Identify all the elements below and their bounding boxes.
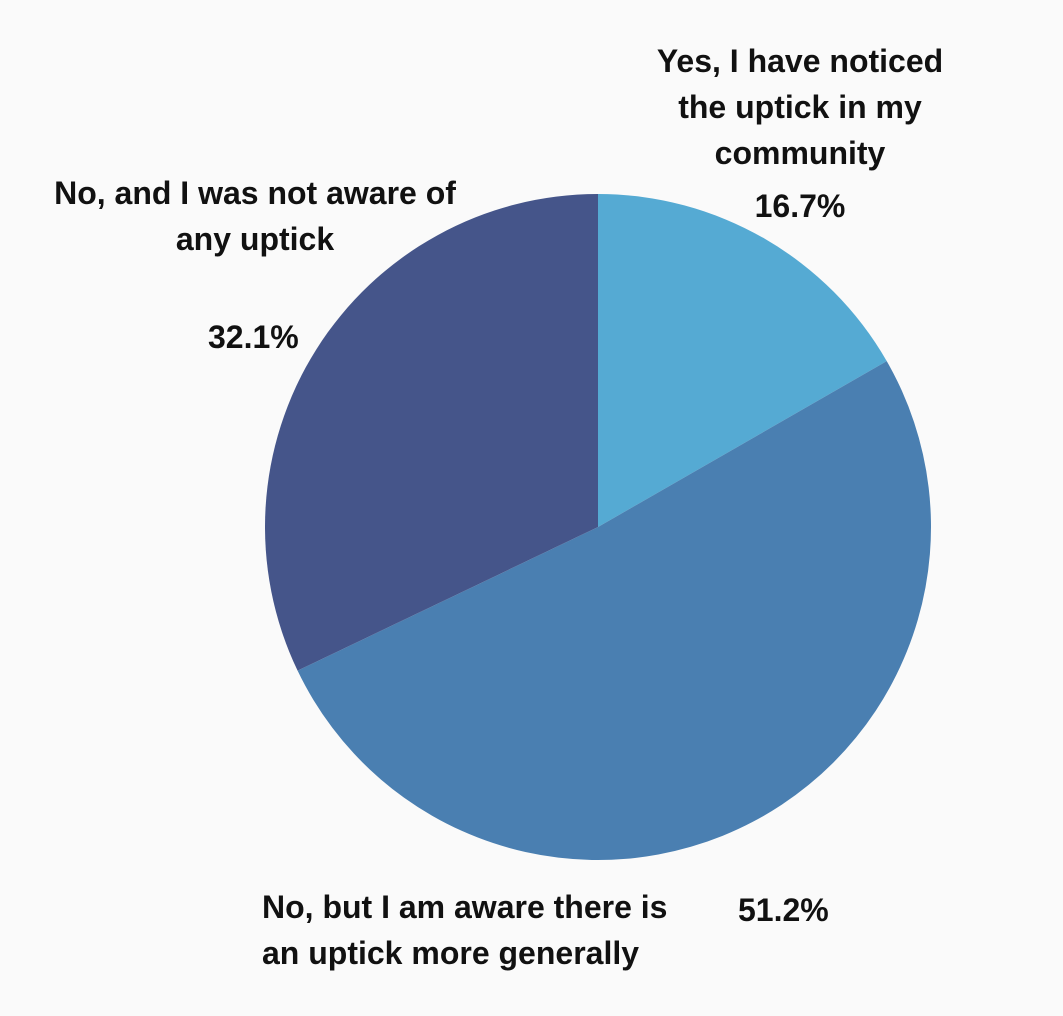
slice-label-aware-generally: No, but I am aware there is an uptick mo… xyxy=(262,884,667,976)
slice-label-yes-noticed: Yes, I have noticed the uptick in my com… xyxy=(600,38,1000,176)
slice-label-line: No, but I am aware there is xyxy=(262,889,668,925)
slice-label-line: community xyxy=(714,135,886,171)
slice-label-line: the uptick in my xyxy=(678,89,922,125)
pie-slice-yes-noticed xyxy=(598,194,887,527)
slice-label-not-aware: No, and I was not aware of any uptick xyxy=(20,170,490,262)
slice-value-yes-noticed: 16.7% xyxy=(754,188,846,224)
slice-label-line: an uptick more generally xyxy=(262,935,640,971)
slice-label-line: No, and I was not aware of xyxy=(54,175,456,211)
pie-slice-aware-generally xyxy=(297,361,931,860)
pie-slice-not-aware xyxy=(264,194,598,671)
slice-value-not-aware: 32.1% xyxy=(208,319,299,355)
slice-label-line: any uptick xyxy=(175,221,335,257)
slice-value-aware-generally: 51.2% xyxy=(738,892,829,928)
slice-label-line: Yes, I have noticed xyxy=(656,43,944,79)
